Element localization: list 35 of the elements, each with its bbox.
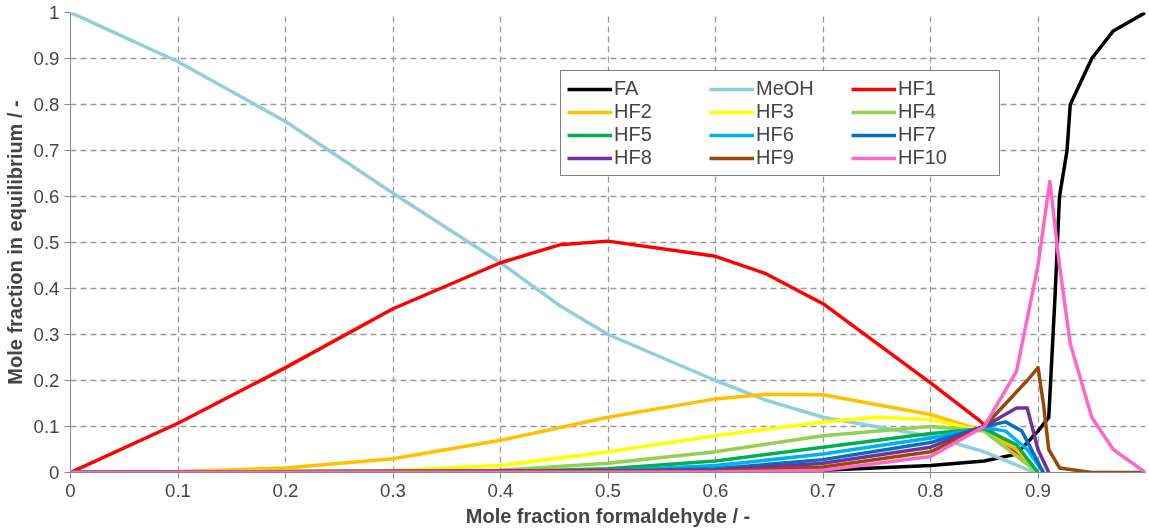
- legend-label: HF6: [756, 123, 795, 146]
- y-tick-label: 0.7: [33, 140, 60, 161]
- legend-label: HF3: [756, 100, 795, 123]
- y-tick-label: 0: [49, 462, 60, 483]
- y-axis-title: Mole fraction in equilibrium / -: [3, 100, 26, 385]
- legend-label: HF10: [898, 146, 948, 169]
- y-tick-label: 0.4: [33, 278, 60, 299]
- x-tick-label: 0.3: [380, 479, 406, 501]
- x-tick-label: 0.7: [810, 479, 836, 501]
- legend-label: HF1: [898, 77, 937, 100]
- legend-label: HF2: [614, 100, 653, 123]
- y-tick-label: 0.8: [33, 94, 60, 115]
- y-tick-label: 0.5: [33, 232, 60, 253]
- x-tick-label: 0: [65, 479, 76, 501]
- legend-label: HF8: [614, 146, 653, 169]
- y-tick-label: 1: [49, 2, 60, 23]
- y-tick-label: 0.2: [33, 370, 60, 391]
- x-tick-label: 0.8: [917, 479, 944, 501]
- legend-label: FA: [614, 77, 640, 100]
- x-tick-label: 0.1: [165, 479, 191, 501]
- y-tick-label: 0.9: [33, 48, 60, 69]
- legend-label: HF9: [756, 146, 795, 169]
- legend-label: MeOH: [756, 77, 815, 100]
- legend-label: HF7: [898, 123, 937, 146]
- y-tick-label: 0.1: [33, 416, 60, 437]
- y-tick-label: 0.6: [33, 186, 60, 207]
- x-tick-label: 0.5: [595, 479, 621, 501]
- y-tick-label: 0.3: [33, 324, 60, 345]
- x-tick-label: 0.6: [702, 479, 729, 501]
- x-axis-title: Mole fraction formaldehyde / -: [465, 504, 751, 527]
- x-tick-label: 0.2: [272, 479, 299, 501]
- legend-label: HF5: [614, 123, 653, 146]
- x-tick-label: 0.4: [487, 479, 514, 501]
- x-tick-label: 0.9: [1025, 479, 1051, 501]
- legend-label: HF4: [898, 100, 937, 123]
